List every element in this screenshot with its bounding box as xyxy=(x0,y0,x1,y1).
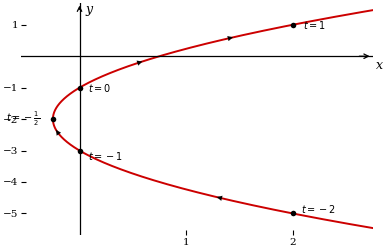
Text: x: x xyxy=(376,59,383,72)
Text: $t = -\frac{1}{2}$: $t = -\frac{1}{2}$ xyxy=(6,110,40,128)
Text: $t = 0$: $t = 0$ xyxy=(88,82,111,94)
Text: $t = 1$: $t = 1$ xyxy=(303,19,326,31)
Text: y: y xyxy=(86,3,93,16)
Text: $t = -1$: $t = -1$ xyxy=(88,150,123,162)
Text: $t = -2$: $t = -2$ xyxy=(301,203,336,215)
